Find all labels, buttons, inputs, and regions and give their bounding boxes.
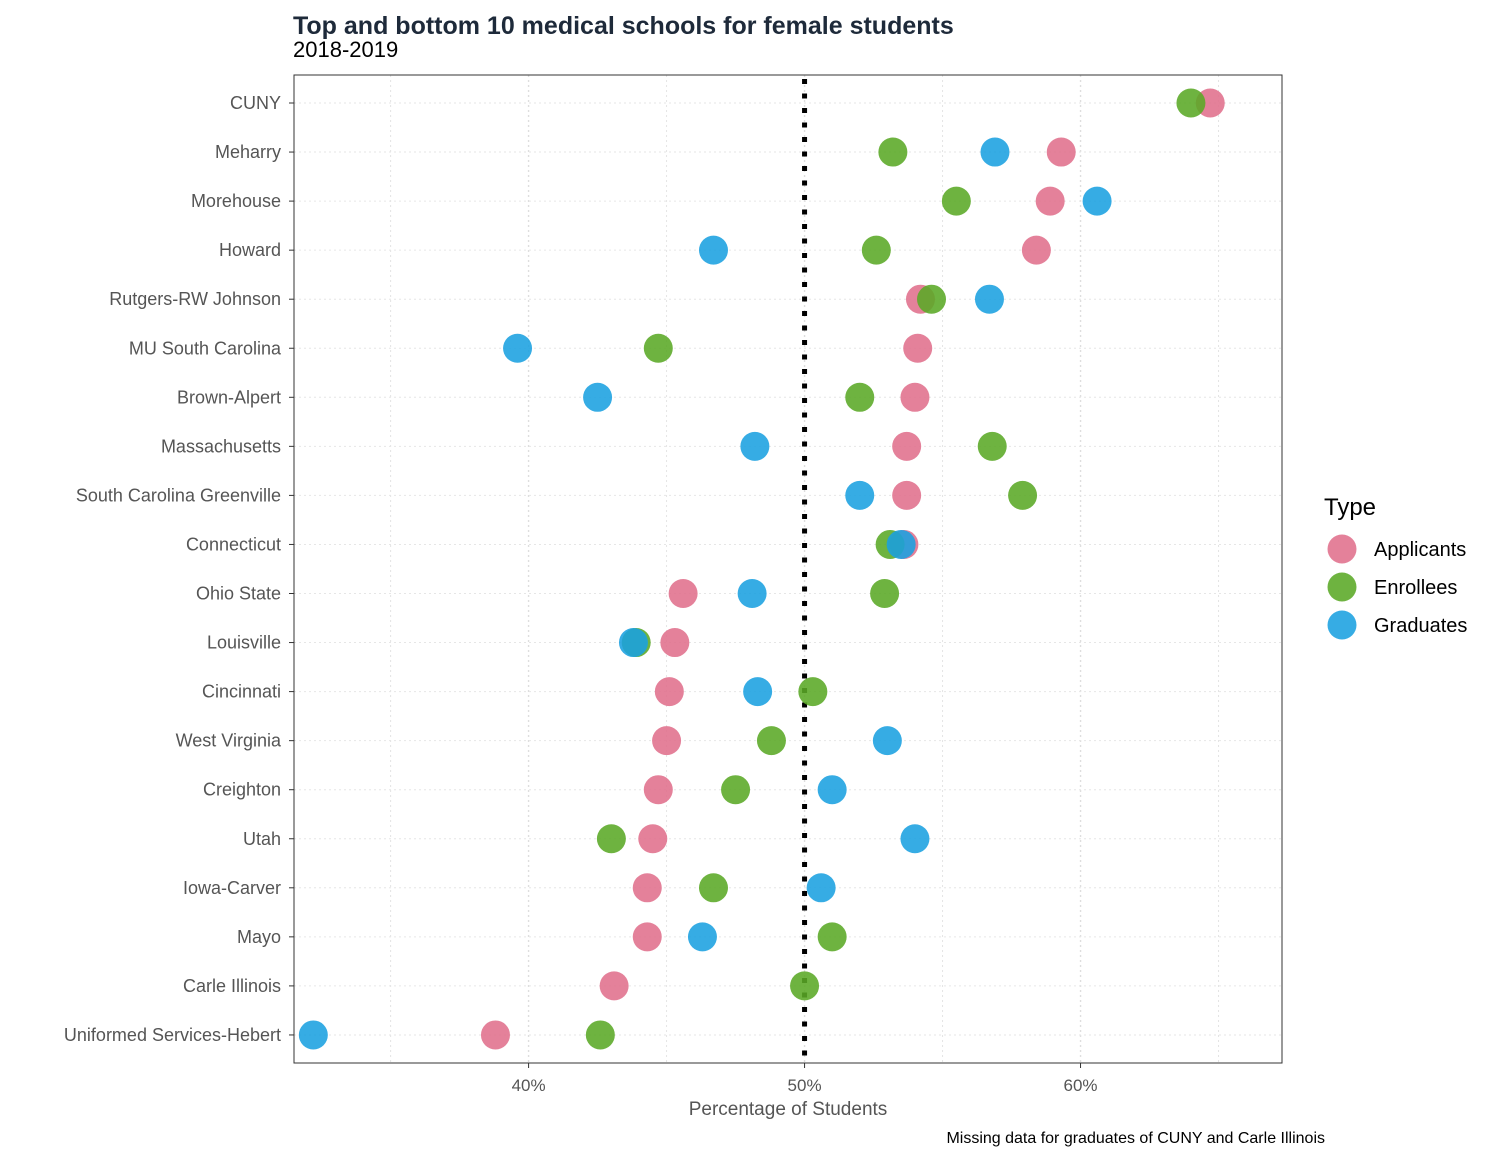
- point-enrollees: [585, 1020, 615, 1050]
- point-applicants: [903, 333, 933, 363]
- point-graduates: [886, 529, 916, 559]
- point-enrollees: [721, 775, 751, 805]
- y-tick-label: Creighton: [203, 780, 281, 800]
- point-enrollees: [596, 824, 626, 854]
- plot-panel-border: [293, 74, 1283, 1064]
- chart-caption: Missing data for graduates of CUNY and C…: [946, 1130, 1325, 1147]
- point-enrollees: [698, 873, 728, 903]
- point-applicants: [892, 480, 922, 510]
- point-graduates: [743, 677, 773, 707]
- point-applicants: [643, 775, 673, 805]
- y-tick-label: South Carolina Greenville: [76, 485, 281, 505]
- point-applicants: [900, 382, 930, 412]
- point-applicants: [632, 922, 662, 952]
- legend-label: Graduates: [1374, 615, 1467, 637]
- x-tick-label: 40%: [512, 1076, 546, 1095]
- x-tick-label: 50%: [788, 1076, 822, 1095]
- grid: [294, 75, 1282, 1063]
- point-applicants: [652, 726, 682, 756]
- y-tick-label: Uniformed Services-Hebert: [64, 1025, 281, 1045]
- x-tick-labels: 40% 50% 60%: [512, 1063, 1098, 1095]
- legend-title: Type: [1324, 494, 1376, 521]
- y-tick-label: MU South Carolina: [129, 338, 282, 358]
- y-tick-label: Louisville: [207, 633, 281, 653]
- legend-label: Enrollees: [1374, 577, 1457, 599]
- point-graduates: [872, 726, 902, 756]
- legend: Type Applicants Enrollees Graduates: [1324, 494, 1467, 640]
- point-enrollees: [643, 333, 673, 363]
- y-tick-label: Meharry: [215, 142, 281, 162]
- y-tick-label: Ohio State: [196, 584, 281, 604]
- legend-key-graduates: [1327, 610, 1357, 640]
- point-enrollees: [817, 922, 847, 952]
- y-tick-label: Howard: [219, 240, 281, 260]
- point-applicants: [668, 579, 698, 608]
- y-tick-label: CUNY: [230, 93, 281, 113]
- y-tick-label: Rutgers-RW Johnson: [109, 289, 281, 309]
- point-graduates: [974, 284, 1004, 314]
- point-enrollees: [977, 431, 1007, 461]
- point-applicants: [480, 1020, 510, 1050]
- legend-key-applicants: [1327, 534, 1357, 564]
- point-enrollees: [1008, 480, 1038, 510]
- y-tick-label: Carle Illinois: [183, 976, 281, 996]
- point-enrollees: [870, 579, 900, 608]
- point-applicants: [1035, 186, 1065, 216]
- point-applicants: [1021, 235, 1051, 265]
- point-applicants: [1046, 137, 1076, 167]
- point-applicants: [654, 677, 684, 707]
- point-applicants: [660, 628, 690, 658]
- point-graduates: [806, 873, 836, 903]
- data-points: [298, 88, 1225, 1050]
- point-graduates: [698, 235, 728, 265]
- point-enrollees: [790, 971, 820, 1001]
- x-tick-label: 60%: [1064, 1076, 1098, 1095]
- point-graduates: [618, 628, 648, 658]
- y-tick-label: Mayo: [237, 927, 281, 947]
- y-tick-labels: CUNY Meharry Morehouse Howard Rutgers-RW Joh…: [64, 93, 294, 1045]
- y-tick-label: Cincinnati: [202, 682, 281, 702]
- y-tick-label: Brown-Alpert: [177, 387, 281, 407]
- legend-label: Applicants: [1374, 539, 1466, 561]
- point-enrollees: [917, 284, 947, 314]
- point-graduates: [737, 579, 767, 608]
- chart-title: Top and bottom 10 medical schools for fe…: [293, 12, 954, 40]
- point-enrollees: [1176, 88, 1206, 118]
- point-graduates: [845, 480, 875, 510]
- point-applicants: [632, 873, 662, 903]
- point-graduates: [503, 333, 533, 363]
- y-tick-label: Iowa-Carver: [183, 878, 281, 898]
- y-tick-label: Connecticut: [186, 534, 281, 554]
- y-tick-label: Morehouse: [191, 191, 281, 211]
- y-tick-label: West Virginia: [176, 731, 282, 751]
- point-graduates: [817, 775, 847, 805]
- point-enrollees: [878, 137, 908, 167]
- point-graduates: [1082, 186, 1112, 216]
- y-tick-label: Massachusetts: [161, 436, 281, 456]
- point-applicants: [892, 431, 922, 461]
- point-graduates: [900, 824, 930, 854]
- point-enrollees: [941, 186, 971, 216]
- point-enrollees: [798, 677, 828, 707]
- point-applicants: [638, 824, 668, 854]
- point-enrollees: [845, 382, 875, 412]
- point-applicants: [599, 971, 629, 1001]
- point-graduates: [740, 431, 770, 461]
- point-enrollees: [756, 726, 786, 756]
- point-graduates: [980, 137, 1010, 167]
- x-axis-label: Percentage of Students: [689, 1099, 888, 1120]
- legend-key-enrollees: [1327, 572, 1357, 602]
- point-graduates: [687, 922, 717, 952]
- point-graduates: [298, 1020, 328, 1050]
- point-graduates: [583, 382, 613, 412]
- point-enrollees: [861, 235, 891, 265]
- chart-subtitle: 2018-2019: [293, 37, 398, 62]
- y-tick-label: Utah: [243, 829, 281, 849]
